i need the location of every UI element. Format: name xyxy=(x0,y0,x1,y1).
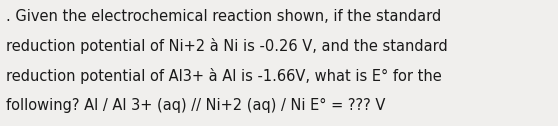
Text: reduction potential of Al3+ à Al is -1.66V, what is E° for the: reduction potential of Al3+ à Al is -1.6… xyxy=(6,68,441,84)
Text: . Given the electrochemical reaction shown, if the standard: . Given the electrochemical reaction sho… xyxy=(6,9,441,24)
Text: following? Al / Al 3+ (aq) // Ni+2 (aq) / Ni E° = ??? V: following? Al / Al 3+ (aq) // Ni+2 (aq) … xyxy=(6,98,385,113)
Text: reduction potential of Ni+2 à Ni is -0.26 V, and the standard: reduction potential of Ni+2 à Ni is -0.2… xyxy=(6,38,448,54)
